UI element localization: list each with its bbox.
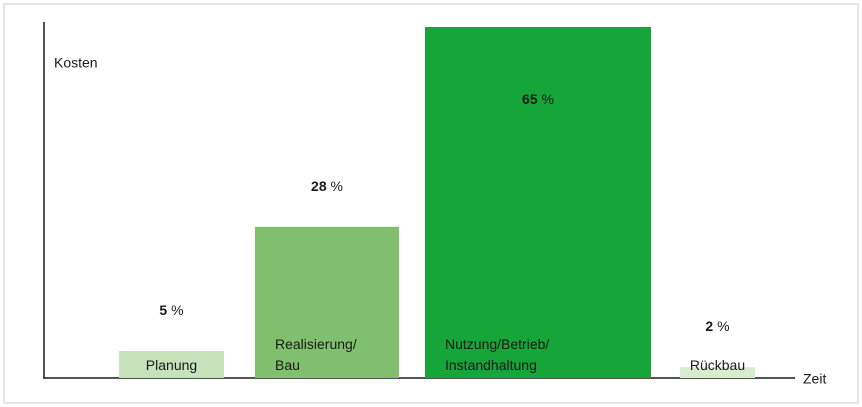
bar xyxy=(119,351,224,378)
bar xyxy=(255,226,399,378)
value-label: 28 % xyxy=(311,178,343,194)
y-axis-label: Kosten xyxy=(54,55,98,71)
category-label: Rückbau xyxy=(690,357,745,373)
bar xyxy=(680,367,755,378)
x-axis-label: Zeit xyxy=(803,371,826,387)
value-label: 65 % xyxy=(522,91,554,107)
value-label: 2 % xyxy=(705,318,729,334)
value-label: 5 % xyxy=(159,302,183,318)
category-label: Nutzung/Betrieb/Instandhaltung xyxy=(445,336,549,373)
bar xyxy=(425,27,651,378)
category-label: Planung xyxy=(146,357,197,373)
category-label: Realisierung/Bau xyxy=(275,336,357,373)
